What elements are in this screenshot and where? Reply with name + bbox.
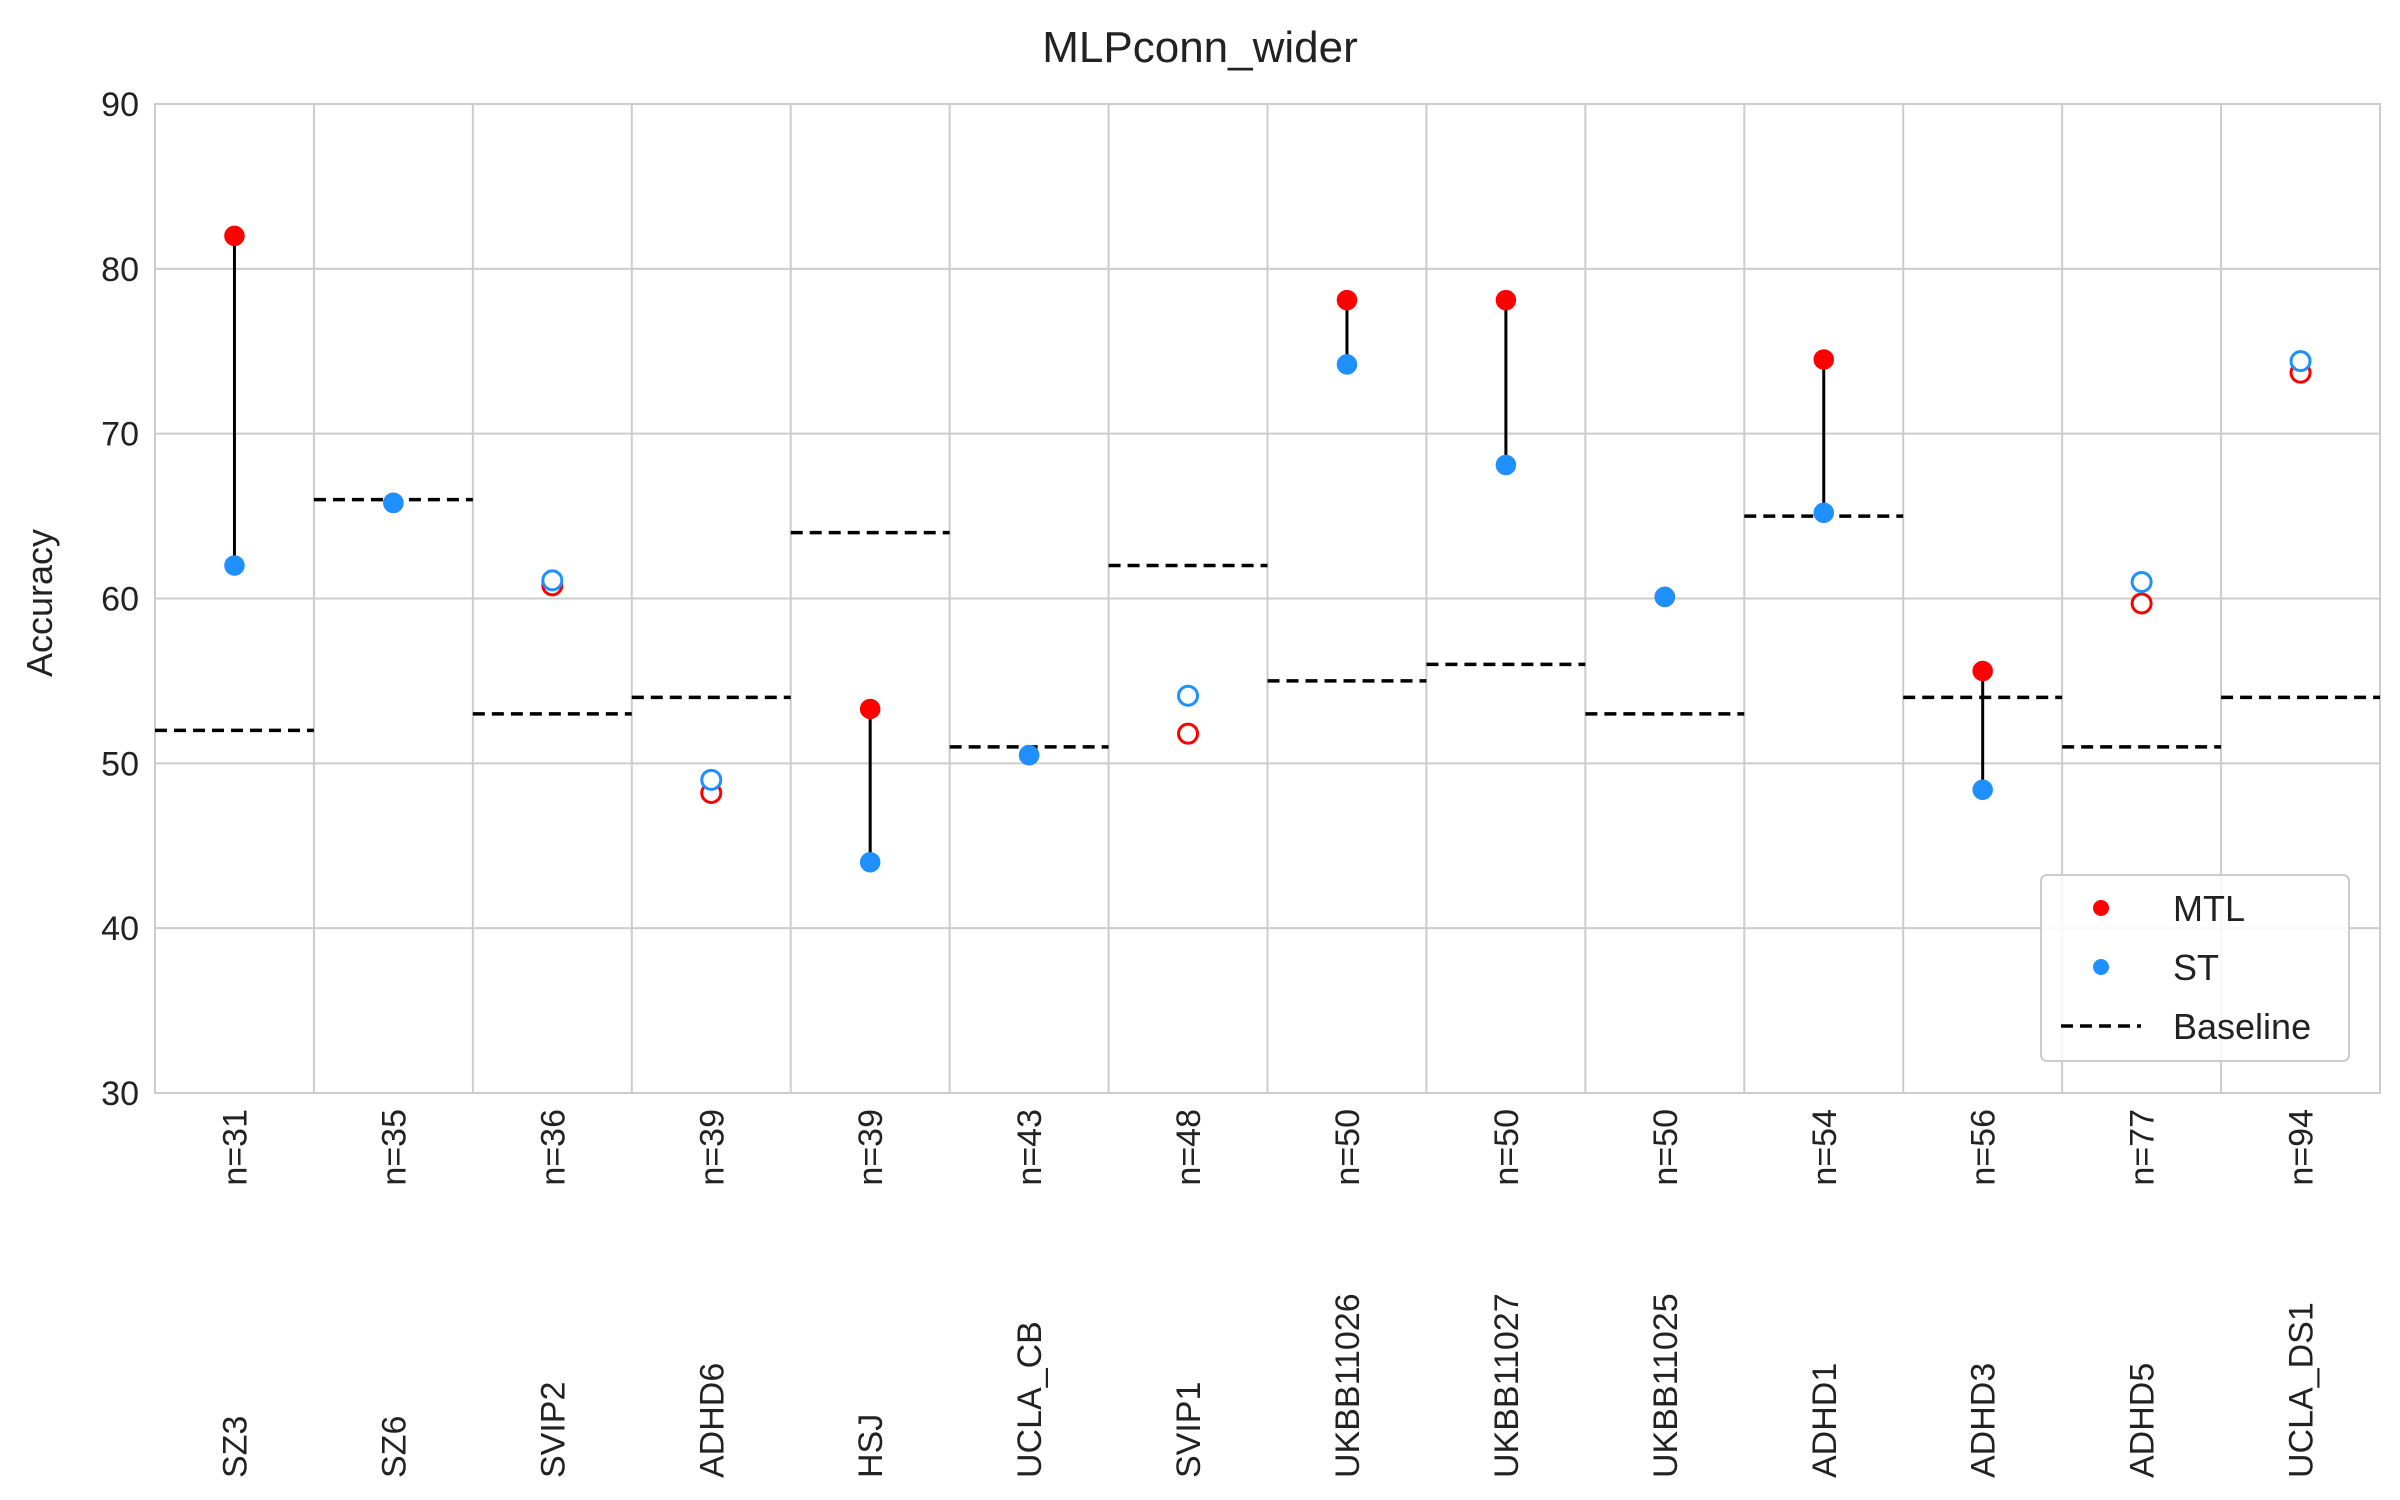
x-tick-label: ADHD6 xyxy=(693,1363,731,1478)
y-tick-label: 30 xyxy=(101,1075,139,1113)
mtl-point xyxy=(1495,289,1517,311)
sample-size-label: n=94 xyxy=(2283,1109,2321,1186)
legend-mtl-label: MTL xyxy=(2173,888,2245,929)
x-tick-label: UKBB11025 xyxy=(1647,1293,1685,1478)
y-tick-label: 90 xyxy=(101,86,139,124)
sample-size-label: n=39 xyxy=(852,1109,890,1186)
sample-size-label: n=31 xyxy=(216,1109,254,1186)
st-point xyxy=(1813,502,1834,524)
x-tick-label: UKBB11026 xyxy=(1329,1293,1367,1478)
st-point xyxy=(859,851,881,873)
y-tick-label: 70 xyxy=(101,416,139,454)
st-point xyxy=(1336,354,1358,375)
st-point xyxy=(700,768,723,791)
y-tick-label: 60 xyxy=(101,581,139,619)
legend-st-marker xyxy=(2093,959,2109,975)
legend-baseline-label: Baseline xyxy=(2173,1006,2311,1047)
mtl-point xyxy=(224,225,245,247)
plot-area: 30 40 50 60 70 80 90 n=31 SZ3 n=35 SZ6 n=36 SVIP2 n=3… xyxy=(101,86,2381,1478)
y-tick-label: 50 xyxy=(101,745,139,783)
sample-size-label: n=50 xyxy=(1488,1109,1526,1186)
sample-size-label: n=39 xyxy=(693,1109,731,1186)
sample-size-label: n=50 xyxy=(1647,1109,1685,1186)
st-point xyxy=(224,555,245,576)
st-point xyxy=(541,569,564,592)
x-tick-label: SZ3 xyxy=(216,1416,254,1478)
mtl-point xyxy=(1972,660,1993,682)
x-tick-label: SVIP2 xyxy=(534,1382,572,1478)
st-point xyxy=(2130,571,2153,594)
st-point xyxy=(2289,350,2312,373)
st-point xyxy=(1018,744,1040,766)
legend-mtl-marker xyxy=(2093,900,2109,916)
chart-title: MLPconn_wider xyxy=(1042,23,1358,72)
mtl-point xyxy=(1336,289,1358,311)
legend-st-label: ST xyxy=(2173,947,2219,988)
mtl-point xyxy=(1813,349,1834,370)
mtl-point xyxy=(1177,722,1200,745)
st-point xyxy=(1495,454,1517,476)
sample-size-label: n=56 xyxy=(1965,1109,2003,1186)
x-tick-label: HSJ xyxy=(852,1414,890,1478)
x-tick-label: UCLA_DS1 xyxy=(2283,1302,2321,1478)
sample-size-label: n=43 xyxy=(1011,1109,1049,1186)
x-tick-label: SVIP1 xyxy=(1170,1382,1208,1478)
x-tick-label: UCLA_CB xyxy=(1011,1321,1049,1478)
sample-size-label: n=48 xyxy=(1170,1109,1208,1186)
x-tick-label: ADHD1 xyxy=(1806,1363,1844,1478)
st-point xyxy=(1654,586,1676,608)
mtl-point xyxy=(859,698,881,720)
mtl-point xyxy=(2130,592,2153,615)
sample-size-label: n=36 xyxy=(534,1109,572,1186)
y-tick-label: 40 xyxy=(101,910,139,948)
sample-size-label: n=77 xyxy=(2124,1109,2162,1186)
y-tick-label: 80 xyxy=(101,251,139,289)
st-point xyxy=(1972,779,1993,800)
sample-size-label: n=54 xyxy=(1806,1109,1844,1186)
x-tick-label: ADHD3 xyxy=(1965,1363,2003,1478)
x-tick-label: ADHD5 xyxy=(2124,1363,2162,1478)
y-axis-label: Accuracy xyxy=(19,529,60,677)
sample-size-label: n=35 xyxy=(375,1109,413,1186)
x-tick-label: SZ6 xyxy=(375,1416,413,1478)
st-point xyxy=(383,492,404,514)
legend-frame xyxy=(2040,874,2350,1062)
x-tick-label: UKBB11027 xyxy=(1488,1293,1526,1478)
sample-size-label: n=50 xyxy=(1329,1109,1367,1186)
st-point xyxy=(1177,684,1200,707)
legend: MTL ST Baseline xyxy=(2040,874,2350,1062)
